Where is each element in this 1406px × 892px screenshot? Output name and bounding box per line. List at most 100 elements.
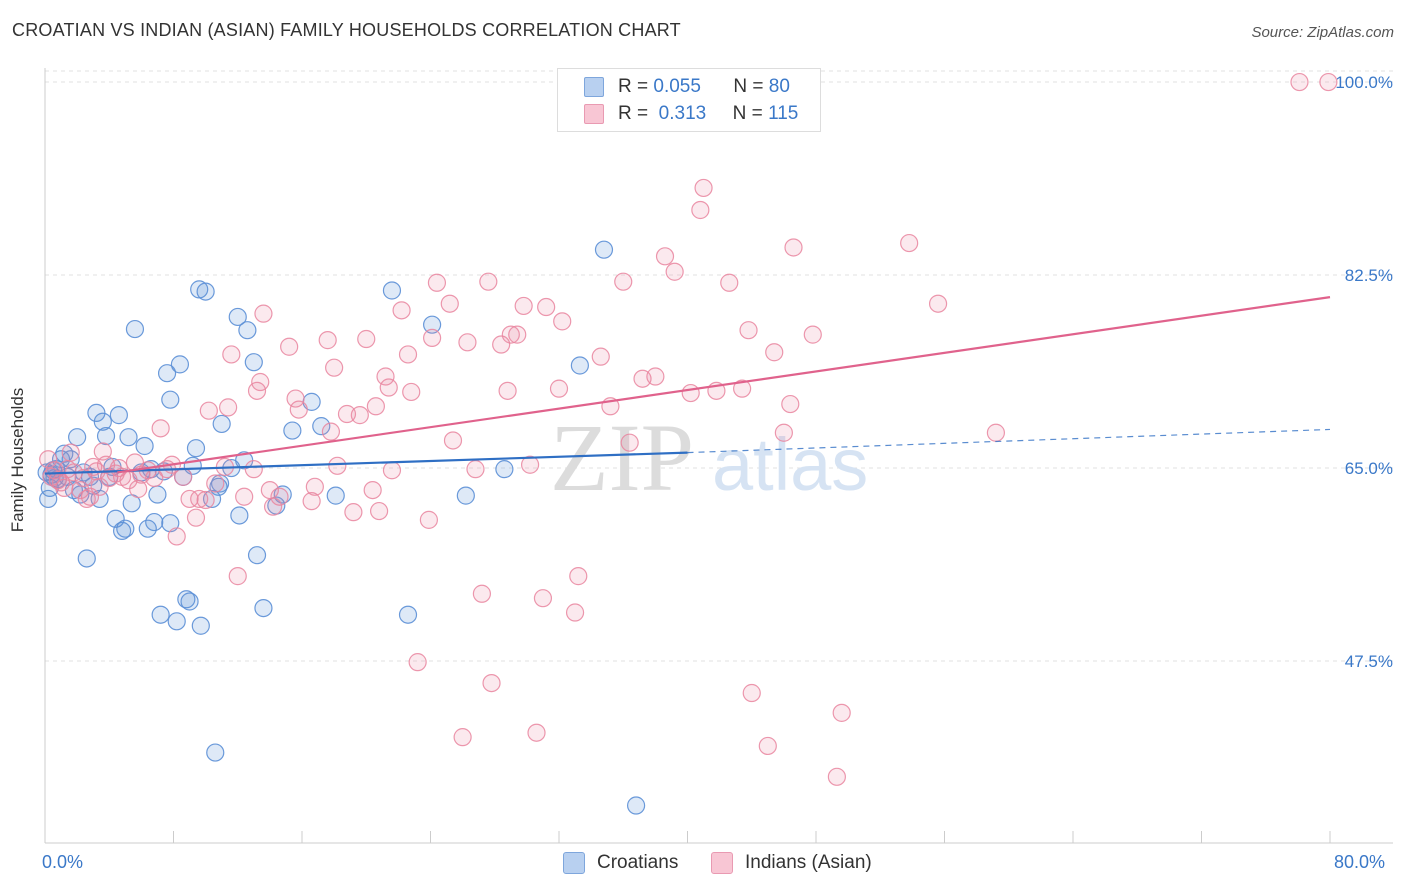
croatians-point — [283, 421, 302, 440]
legend-n-label: N = — [732, 103, 763, 124]
indians-point — [180, 489, 199, 509]
indians-point — [827, 767, 846, 786]
indians-point — [419, 510, 438, 529]
indians-point — [591, 347, 610, 366]
indians-point — [199, 401, 218, 420]
legend-row-indians: R = 0.313 N = 115 — [584, 102, 798, 126]
indians-point — [508, 325, 527, 344]
indians-point — [305, 477, 324, 496]
croatians-point — [247, 546, 267, 565]
legend-n-value: 80 — [768, 76, 790, 97]
indians-point — [350, 406, 369, 425]
indians-point — [398, 345, 418, 364]
indians-point — [565, 603, 585, 622]
indians-point — [408, 653, 427, 672]
indians-point — [219, 398, 238, 417]
indians-point — [129, 479, 148, 499]
watermark-zip: ZIP — [550, 404, 694, 511]
croatians-point — [148, 485, 167, 504]
legend-swatch-indians — [584, 104, 604, 124]
indians-point — [614, 272, 633, 291]
croatians-point — [191, 616, 210, 635]
croatians-point — [119, 428, 138, 447]
indians-point — [472, 584, 491, 603]
indians-point — [190, 489, 209, 509]
croatians-point — [145, 512, 164, 532]
indians-point — [533, 589, 553, 608]
indians-point — [691, 200, 710, 220]
indians-point — [443, 431, 463, 450]
indians-point — [986, 423, 1006, 442]
legend-n-value: 115 — [768, 103, 799, 124]
x-tick-min: 0.0% — [42, 852, 84, 872]
croatians-point — [312, 417, 331, 436]
croatians-point — [423, 315, 442, 334]
croatians-point — [230, 506, 249, 525]
croatians-point — [125, 319, 145, 339]
indians-point — [318, 331, 337, 350]
croatians-point — [68, 428, 87, 447]
indians-point — [758, 736, 777, 756]
indians-point — [569, 567, 588, 586]
series-label-indians: Indians (Asian) — [745, 852, 872, 873]
source-label: Source: ZipAtlas.com — [1251, 24, 1394, 41]
croatians-point — [228, 307, 247, 327]
indians-point — [228, 567, 247, 586]
series-label-croatians: Croatians — [597, 852, 679, 873]
series-legend-indians: Indians (Asian) — [711, 852, 872, 874]
legend-r-value: 0.313 — [658, 103, 707, 124]
croatians-point — [96, 426, 116, 446]
croatians-point — [51, 450, 71, 469]
indians-point — [357, 329, 376, 349]
indians-trend-line — [117, 296, 1331, 474]
watermark: ZIP atlas — [550, 404, 868, 511]
indians-point — [328, 456, 347, 475]
croatians-point — [196, 282, 215, 301]
croatians-point — [109, 406, 128, 425]
croatians-point — [157, 364, 177, 383]
indians-point — [196, 490, 215, 510]
indians-point — [61, 443, 80, 462]
indians-point — [423, 328, 442, 348]
indians-point — [514, 296, 533, 316]
croatians-point — [212, 414, 231, 434]
indians-point — [440, 294, 459, 313]
indians-point — [553, 312, 572, 331]
croatians-point — [570, 356, 589, 375]
series-swatch-croatians — [563, 852, 585, 874]
indians-point — [1290, 72, 1309, 92]
indians-point — [453, 728, 472, 747]
indians-point — [379, 378, 398, 397]
indians-point — [646, 367, 665, 386]
indians-point — [321, 422, 341, 441]
croatians-point — [161, 390, 180, 409]
indians-point — [900, 233, 919, 253]
legend-row-croatians: R = 0.055 N = 80 — [584, 75, 790, 99]
indians-point — [280, 337, 299, 356]
y-tick-labels: 100.0% 82.5% 65.0% 47.5% — [1335, 73, 1393, 671]
indians-point — [270, 487, 289, 506]
croatians-point — [594, 240, 614, 259]
series-swatch-indians — [711, 852, 733, 874]
indians-point — [742, 683, 761, 703]
croatians-point — [626, 796, 646, 815]
croatians-points — [37, 240, 646, 815]
indians-point — [337, 404, 357, 424]
croatians-point — [456, 486, 475, 505]
croatians-trend-extension — [687, 428, 1331, 454]
indians-point — [482, 673, 501, 693]
indians-point — [376, 367, 395, 386]
indians-point — [520, 455, 540, 474]
indians-point — [235, 487, 254, 506]
indians-point — [370, 501, 389, 521]
chart-title: CROATIAN VS INDIAN (ASIAN) FAMILY HOUSEH… — [12, 20, 681, 40]
indians-point — [665, 262, 684, 281]
trend-lines — [44, 296, 1331, 475]
indians-point — [466, 460, 485, 479]
axes — [44, 68, 1393, 844]
croatians-point — [77, 549, 96, 568]
croatians-point — [167, 612, 186, 631]
croatians-point — [138, 519, 157, 538]
indians-point — [402, 382, 421, 402]
